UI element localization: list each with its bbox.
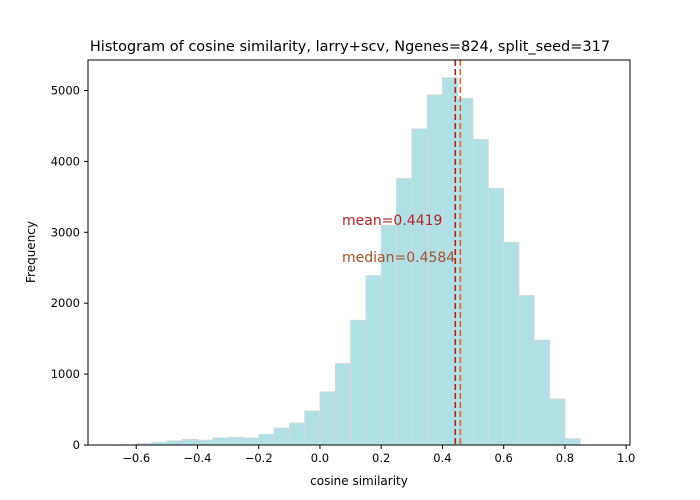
x-tick-label: −0.4 (184, 451, 212, 465)
x-tick-label: −0.2 (245, 451, 273, 465)
plot-frame (87, 59, 631, 446)
histogram-bar (288, 422, 306, 446)
y-axis: 0 1000 2000 3000 4000 5000 (51, 83, 88, 452)
histogram-bar (518, 294, 535, 446)
x-tick-label: 0.8 (556, 451, 574, 465)
y-tick-label: 4000 (51, 154, 80, 168)
x-axis: −0.6 −0.4 −0.2 0.0 0.2 0.4 0.6 0.8 1.0 (122, 445, 635, 465)
histogram-bar (549, 398, 566, 446)
histogram-bar (243, 437, 260, 446)
histogram-bar (334, 363, 351, 446)
x-tick-label: −0.6 (122, 451, 150, 465)
chart-title: Histogram of cosine similarity, larry+sc… (90, 39, 610, 55)
histogram-bar (197, 439, 214, 446)
histogram-bar (319, 391, 336, 446)
x-axis-label: cosine similarity (310, 474, 408, 488)
y-tick-label: 1000 (51, 367, 80, 381)
histogram-bar (304, 410, 321, 446)
histogram-bar (258, 433, 275, 446)
histogram-bar (564, 438, 581, 446)
histogram-bar (227, 436, 244, 446)
histogram-bars (112, 77, 581, 446)
x-tick-label: 0.0 (311, 451, 329, 465)
histogram-bar (411, 128, 428, 446)
histogram-bar (472, 139, 489, 446)
mean-annotation: mean=0.4419 (342, 213, 442, 229)
histogram-bar (166, 440, 183, 446)
y-axis-label: Frequency (24, 221, 38, 283)
x-tick-label: 0.6 (495, 451, 513, 465)
histogram-bar (350, 319, 367, 446)
x-tick-label: 0.4 (433, 451, 451, 465)
histogram-bar (426, 94, 443, 446)
x-tick-label: 1.0 (617, 451, 635, 465)
histogram-bar (487, 187, 505, 446)
y-tick-label: 3000 (51, 225, 80, 239)
histogram-bar (365, 275, 382, 446)
histogram-bar (181, 438, 198, 446)
x-tick-label: 0.2 (372, 451, 390, 465)
histogram-bar (503, 241, 520, 446)
histogram-bar (212, 437, 229, 446)
median-annotation: median=0.4584 (342, 250, 455, 266)
y-tick-label: 0 (73, 438, 80, 452)
histogram-bar (273, 427, 290, 446)
statistic-lines (454, 60, 462, 445)
y-tick-label: 2000 (51, 296, 80, 310)
histogram-bar (533, 339, 551, 446)
y-tick-label: 5000 (51, 83, 80, 97)
